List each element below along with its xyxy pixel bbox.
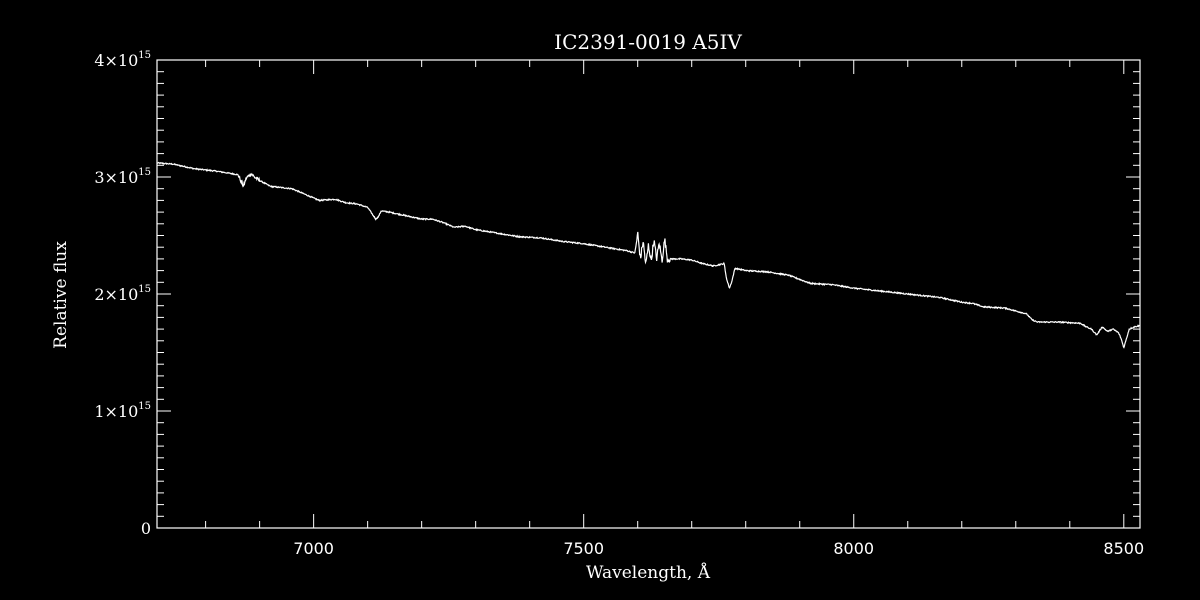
y-tick-mantissa: 2×10	[94, 285, 138, 304]
y-axis-label: Relative flux	[51, 241, 71, 349]
y-tick-label: 1×1015	[94, 401, 151, 421]
y-tick-label: 2×1015	[94, 284, 151, 304]
chart-title: IC2391-0019 A5IV	[554, 30, 742, 54]
x-tick-label: 8500	[1103, 539, 1144, 558]
y-tick-label: 4×1015	[94, 50, 151, 70]
x-tick-label: 7000	[293, 539, 334, 558]
spectrum-line	[156, 161, 1141, 349]
plot-border	[156, 59, 1141, 529]
x-axis-label: Wavelength, Å	[586, 562, 711, 583]
y-tick-exponent: 15	[138, 167, 151, 178]
y-tick-mantissa: 0	[141, 519, 151, 538]
y-tick-mantissa: 3×10	[94, 168, 138, 187]
x-tick-label: 7500	[563, 539, 604, 558]
x-axis-ticks	[205, 60, 1125, 528]
y-tick-label: 3×1015	[94, 167, 151, 187]
y-tick-exponent: 15	[138, 284, 151, 295]
y-tick-exponent: 15	[138, 50, 151, 61]
y-tick-mantissa: 1×10	[94, 402, 138, 421]
plot-frame	[156, 59, 1141, 529]
y-tick-label: 0	[141, 519, 151, 538]
y-tick-mantissa: 4×10	[94, 51, 138, 70]
y-tick-exponent: 15	[138, 401, 151, 412]
x-tick-label: 8000	[833, 539, 874, 558]
x-axis-tick-labels: 7000 7500 8000 8500	[293, 539, 1144, 558]
y-axis-ticks	[157, 59, 1140, 529]
